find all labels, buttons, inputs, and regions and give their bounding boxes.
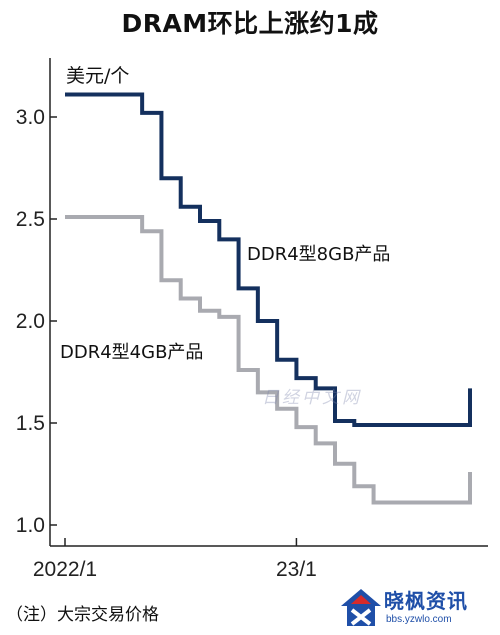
series-label-4gb: DDR4型4GB产品 [60,342,203,363]
x-tick-label: 2022/1 [33,558,97,581]
x-axis-ticks: 2022/1 23/1 [33,538,317,581]
series-line-4gb [65,214,472,505]
y-tick-label: 1.5 [16,412,45,435]
chart-title: DRAM环比上涨约1成 [121,9,379,38]
y-axis-ticks: 3.0 2.5 2.0 1.5 1.0 [16,106,57,537]
series-line-8gb [65,92,472,428]
brand-url: bbs.yzwlo.com [386,614,452,625]
series-layer [65,92,472,505]
y-axis-unit-label: 美元/个 [66,65,129,87]
brand-name: 晓枫资讯 [384,589,468,613]
y-tick-label: 3.0 [16,106,45,129]
x-tick-label: 23/1 [276,558,317,581]
y-tick-label: 1.0 [16,514,45,537]
footnote: （注）大宗交易价格 [6,605,159,625]
series-label-8gb: DDR4型8GB产品 [247,244,390,265]
y-tick-label: 2.5 [16,208,45,231]
y-tick-label: 2.0 [16,310,45,333]
house-logo-icon [341,589,381,626]
brand-logo: 晓枫资讯 bbs.yzwlo.com [340,584,498,632]
watermark-text: 日经中文网 [262,388,362,408]
